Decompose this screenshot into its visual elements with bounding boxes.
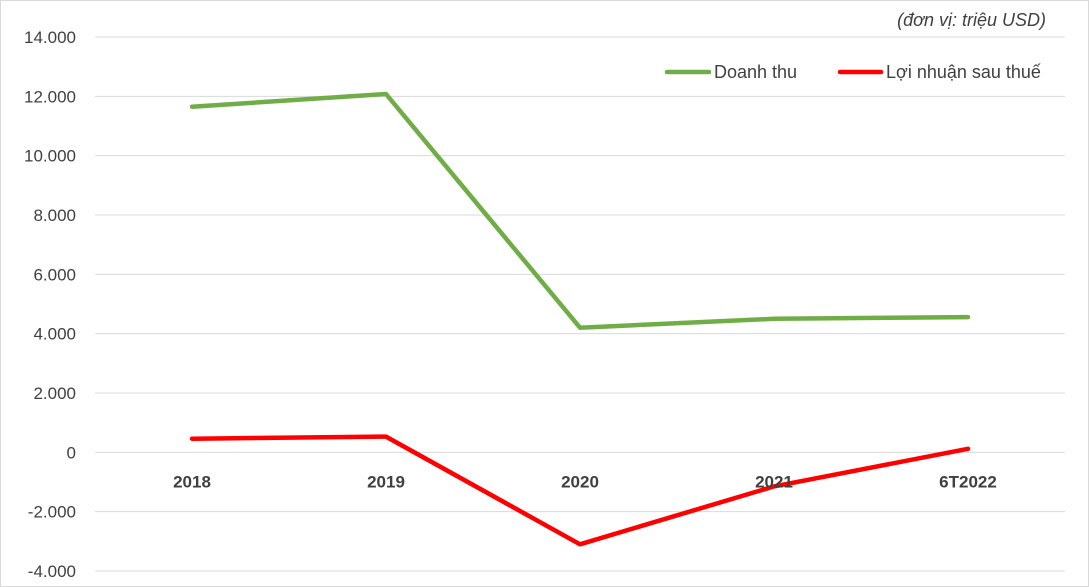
y-tick-label: 14.000: [24, 28, 76, 47]
legend: Doanh thu Lợi nhuận sau thuế: [664, 62, 1041, 82]
y-tick-label: 10.000: [24, 147, 76, 166]
y-tick-label: -4.000: [28, 562, 76, 581]
gridlines: [95, 36, 1065, 572]
y-tick-label: 6.000: [33, 265, 76, 284]
x-tick-label: 2019: [367, 472, 405, 491]
legend-label: Doanh thu: [714, 62, 797, 82]
y-tick-label: 8.000: [33, 206, 76, 225]
legend-label: Lợi nhuận sau thuế: [886, 62, 1041, 82]
y-tick-label: 4.000: [33, 325, 76, 344]
y-tick-label: 0: [67, 443, 76, 462]
y-axis-ticks: 14.000 12.000 10.000 8.000 6.000 4.000 2.000 0 -…: [24, 28, 76, 581]
x-tick-label: 2018: [173, 472, 211, 491]
unit-note: (đơn vị: triệu USD): [897, 10, 1046, 30]
y-tick-label: 2.000: [33, 384, 76, 403]
x-axis-ticks: 2018 2019 2020 2021 6T2022: [173, 472, 997, 491]
x-tick-label: 6T2022: [939, 472, 997, 491]
y-tick-label: 12.000: [24, 87, 76, 106]
series-lines: [189, 91, 971, 547]
x-tick-label: 2021: [755, 472, 793, 491]
y-tick-label: -2.000: [28, 503, 76, 522]
x-tick-label: 2020: [561, 472, 599, 491]
